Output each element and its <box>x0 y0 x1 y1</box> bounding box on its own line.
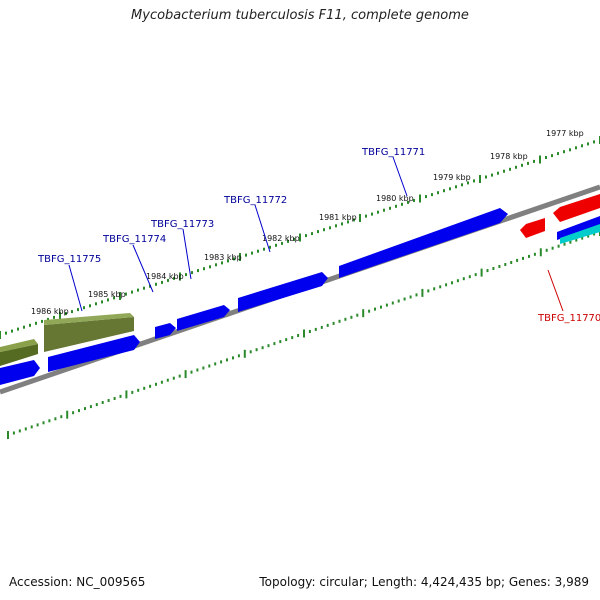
inner-tick-row <box>7 228 600 439</box>
outer-tick-row <box>0 136 600 339</box>
gene-red-1[interactable] <box>520 218 545 238</box>
scale-label: 1980 kbp <box>376 194 414 203</box>
genome-summary: Topology: circular; Length: 4,424,435 bp… <box>259 575 589 589</box>
gene-blue-7[interactable] <box>557 216 600 240</box>
scale-label: 1982 kbp <box>262 234 300 243</box>
scale-label: 1986 kbp <box>31 307 69 316</box>
gene-blue-4[interactable] <box>177 305 230 331</box>
scale-label: 1983 kbp <box>204 253 242 262</box>
gene-leader-lines <box>68 156 564 312</box>
gene-label[interactable]: TBFG_11773 <box>150 219 214 230</box>
scale-label: 1981 kbp <box>319 213 357 222</box>
gene-label[interactable]: TBFG_11771 <box>361 147 425 158</box>
accession-label: Accession: NC_009565 <box>9 575 146 589</box>
gene-olive-1[interactable] <box>0 339 38 366</box>
gene-cyan-1[interactable] <box>560 224 600 244</box>
gene-blue-1[interactable] <box>0 360 40 385</box>
map-title: Mycobacterium tuberculosis F11, complete… <box>131 8 469 23</box>
scale-label: 1984 kbp <box>146 272 184 281</box>
scale-label: 1977 kbp <box>546 129 584 138</box>
scale-label: 1985 kbp <box>88 290 126 299</box>
gene-olive-2[interactable] <box>44 313 134 352</box>
scale-label: 1979 kbp <box>433 173 471 182</box>
gene-label[interactable]: TBFG_11774 <box>102 234 166 245</box>
gene-blue-3[interactable] <box>155 323 176 339</box>
scale-labels: 1986 kbp 1985 kbp 1984 kbp 1983 kbp 1982… <box>31 129 584 316</box>
gene-red-2[interactable] <box>553 194 600 222</box>
gene-blue-2[interactable] <box>48 335 140 372</box>
scale-label: 1978 kbp <box>490 152 528 161</box>
gene-blue-6[interactable] <box>339 208 508 278</box>
gene-label[interactable]: TBFG_11770 <box>537 313 600 324</box>
gene-blue-5[interactable] <box>238 272 328 312</box>
gene-label[interactable]: TBFG_11775 <box>37 254 101 265</box>
gene-label[interactable]: TBFG_11772 <box>223 195 287 206</box>
